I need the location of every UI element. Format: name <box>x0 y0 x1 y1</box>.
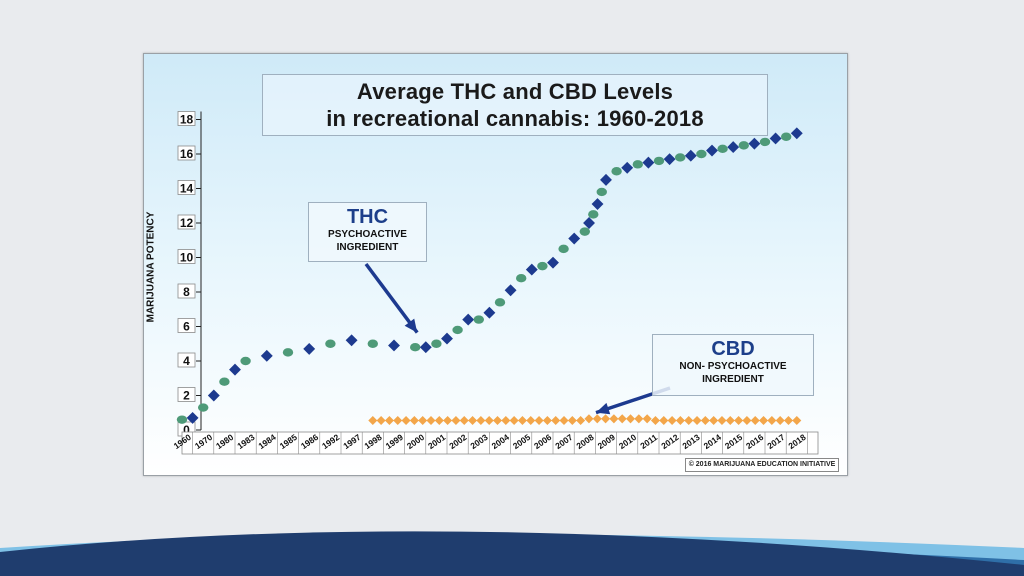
thc-point-circle <box>653 156 665 166</box>
cbd-point <box>700 415 710 426</box>
y-tick-label: 8 <box>183 285 190 299</box>
thc-point-circle <box>367 339 378 348</box>
thc-point-circle <box>325 339 336 348</box>
thc-point-circle <box>781 132 792 141</box>
y-tick-box <box>177 352 196 368</box>
thc-callout: THC PSYCHOACTIVE INGREDIENT <box>308 202 427 262</box>
y-tick-label: 10 <box>180 251 194 265</box>
thc-point-circle <box>717 144 728 154</box>
cbd-line-1: NON- PSYCHOACTIVE <box>679 361 787 372</box>
thc-point-circle <box>473 315 484 324</box>
thc-point-circle <box>516 274 527 283</box>
y-tick-label: 12 <box>180 216 194 230</box>
thc-point-circle <box>675 153 686 162</box>
thc-point-circle <box>282 348 294 357</box>
thc-point-circle <box>452 325 463 335</box>
thc-heading: THC <box>346 206 389 228</box>
thc-point-diamond <box>462 313 475 326</box>
y-tick-box <box>177 387 196 402</box>
cbd-point <box>567 415 577 426</box>
thc-point-circle <box>537 261 548 271</box>
cbd-point <box>717 415 727 426</box>
cbd-point <box>576 415 586 426</box>
thc-point-circle <box>219 377 230 386</box>
y-tick-box <box>177 214 196 230</box>
thc-point-circle <box>431 339 442 348</box>
chart-subtitle: in recreational cannabis: 1960-2018 <box>326 106 704 131</box>
thc-point-circle <box>558 244 569 254</box>
y-tick-box <box>177 283 196 299</box>
thc-point-circle <box>240 356 251 366</box>
cbd-point <box>709 415 719 426</box>
thc-point-circle <box>759 137 771 147</box>
thc-point-diamond <box>419 341 432 354</box>
thc-point-circle <box>410 343 421 352</box>
cbd-point <box>393 415 403 426</box>
y-tick-label: 4 <box>183 354 190 368</box>
cbd-arrow-head <box>596 402 611 415</box>
bottom-wave-dark <box>0 531 1024 576</box>
cbd-line-2: INGREDIENT <box>702 374 764 385</box>
y-tick-box <box>177 180 196 195</box>
cbd-point <box>601 414 611 424</box>
y-tick-box <box>177 249 196 264</box>
y-tick-label: 14 <box>180 182 194 196</box>
y-tick-box <box>177 111 196 126</box>
thc-point-circle <box>494 298 506 307</box>
y-tick-label: 16 <box>180 147 194 161</box>
thc-arrow-shaft <box>364 262 419 334</box>
thc-point-circle <box>588 210 599 219</box>
thc-point-circle <box>579 227 590 236</box>
thc-line-2: INGREDIENT <box>336 242 399 253</box>
y-tick-box <box>177 145 196 161</box>
y-axis-label-wrap: MARIJUANA POTENCY <box>144 211 158 323</box>
thc-point-diamond <box>441 332 453 345</box>
cbd-heading: CBD <box>711 338 755 360</box>
thc-point-circle <box>198 403 209 412</box>
y-tick-label: 18 <box>180 113 194 127</box>
thc-point-circle <box>611 167 622 176</box>
thc-arrow-head <box>404 318 418 333</box>
y-axis-label: MARIJUANA POTENCY <box>145 211 157 323</box>
cbd-point <box>609 414 619 424</box>
thc-point-circle <box>632 160 643 169</box>
thc-point-diamond <box>504 284 517 297</box>
credit-label: © 2016 MARIJUANA EDUCATION INITIATIVE <box>685 458 839 472</box>
thc-point-circle <box>738 141 749 150</box>
y-tick-label: 0 <box>183 423 190 437</box>
cbd-point <box>592 414 602 424</box>
thc-point-diamond <box>748 137 761 150</box>
chart-frame: 0 2 4 6 8 10 12 14 16 18 1960 1970 1980 1983 1984 1985 1… <box>143 53 848 476</box>
thc-point-circle <box>596 187 607 197</box>
y-tick-label: 6 <box>183 320 190 334</box>
thc-line-1: PSYCHOACTIVE <box>328 229 407 240</box>
thc-point-circle <box>696 149 707 159</box>
y-tick-box <box>177 318 196 333</box>
chart-title-box: Average THC and CBD Levels in recreation… <box>262 74 768 136</box>
chart-title: Average THC and CBD Levels <box>356 79 674 104</box>
cbd-callout: CBD NON- PSYCHOACTIVE INGREDIENT <box>652 334 814 396</box>
thc-point-circle <box>176 415 188 424</box>
y-tick-label: 2 <box>183 389 190 403</box>
cbd-point <box>584 414 594 424</box>
